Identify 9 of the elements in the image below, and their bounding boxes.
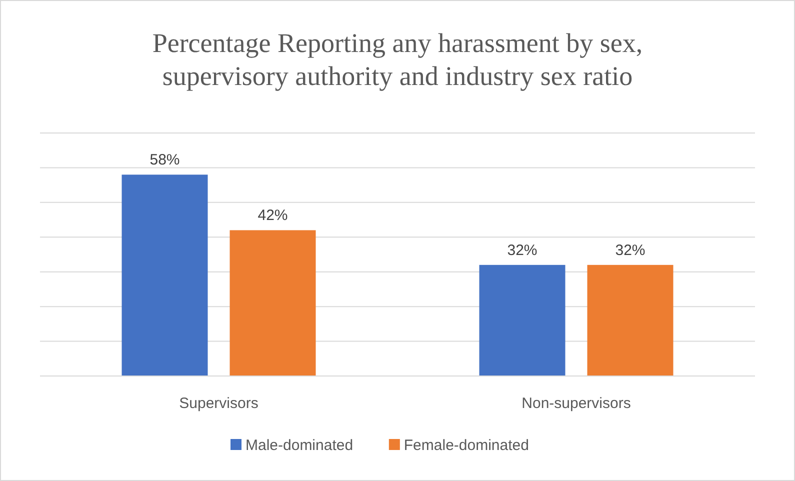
legend-label: Male-dominated: [246, 437, 354, 454]
data-label: 32%: [507, 242, 538, 259]
legend-label: Female-dominated: [404, 437, 529, 454]
data-label: 42%: [258, 207, 288, 224]
chart-title: Percentage Reporting any harassment by sex, supervisory authority and industry sex ratio: [152, 28, 643, 91]
data-label: 58%: [150, 152, 180, 169]
x-tick-label: Supervisors: [179, 395, 258, 412]
x-tick-label: Non-supervisors: [522, 395, 631, 412]
data-label: 32%: [615, 242, 646, 259]
